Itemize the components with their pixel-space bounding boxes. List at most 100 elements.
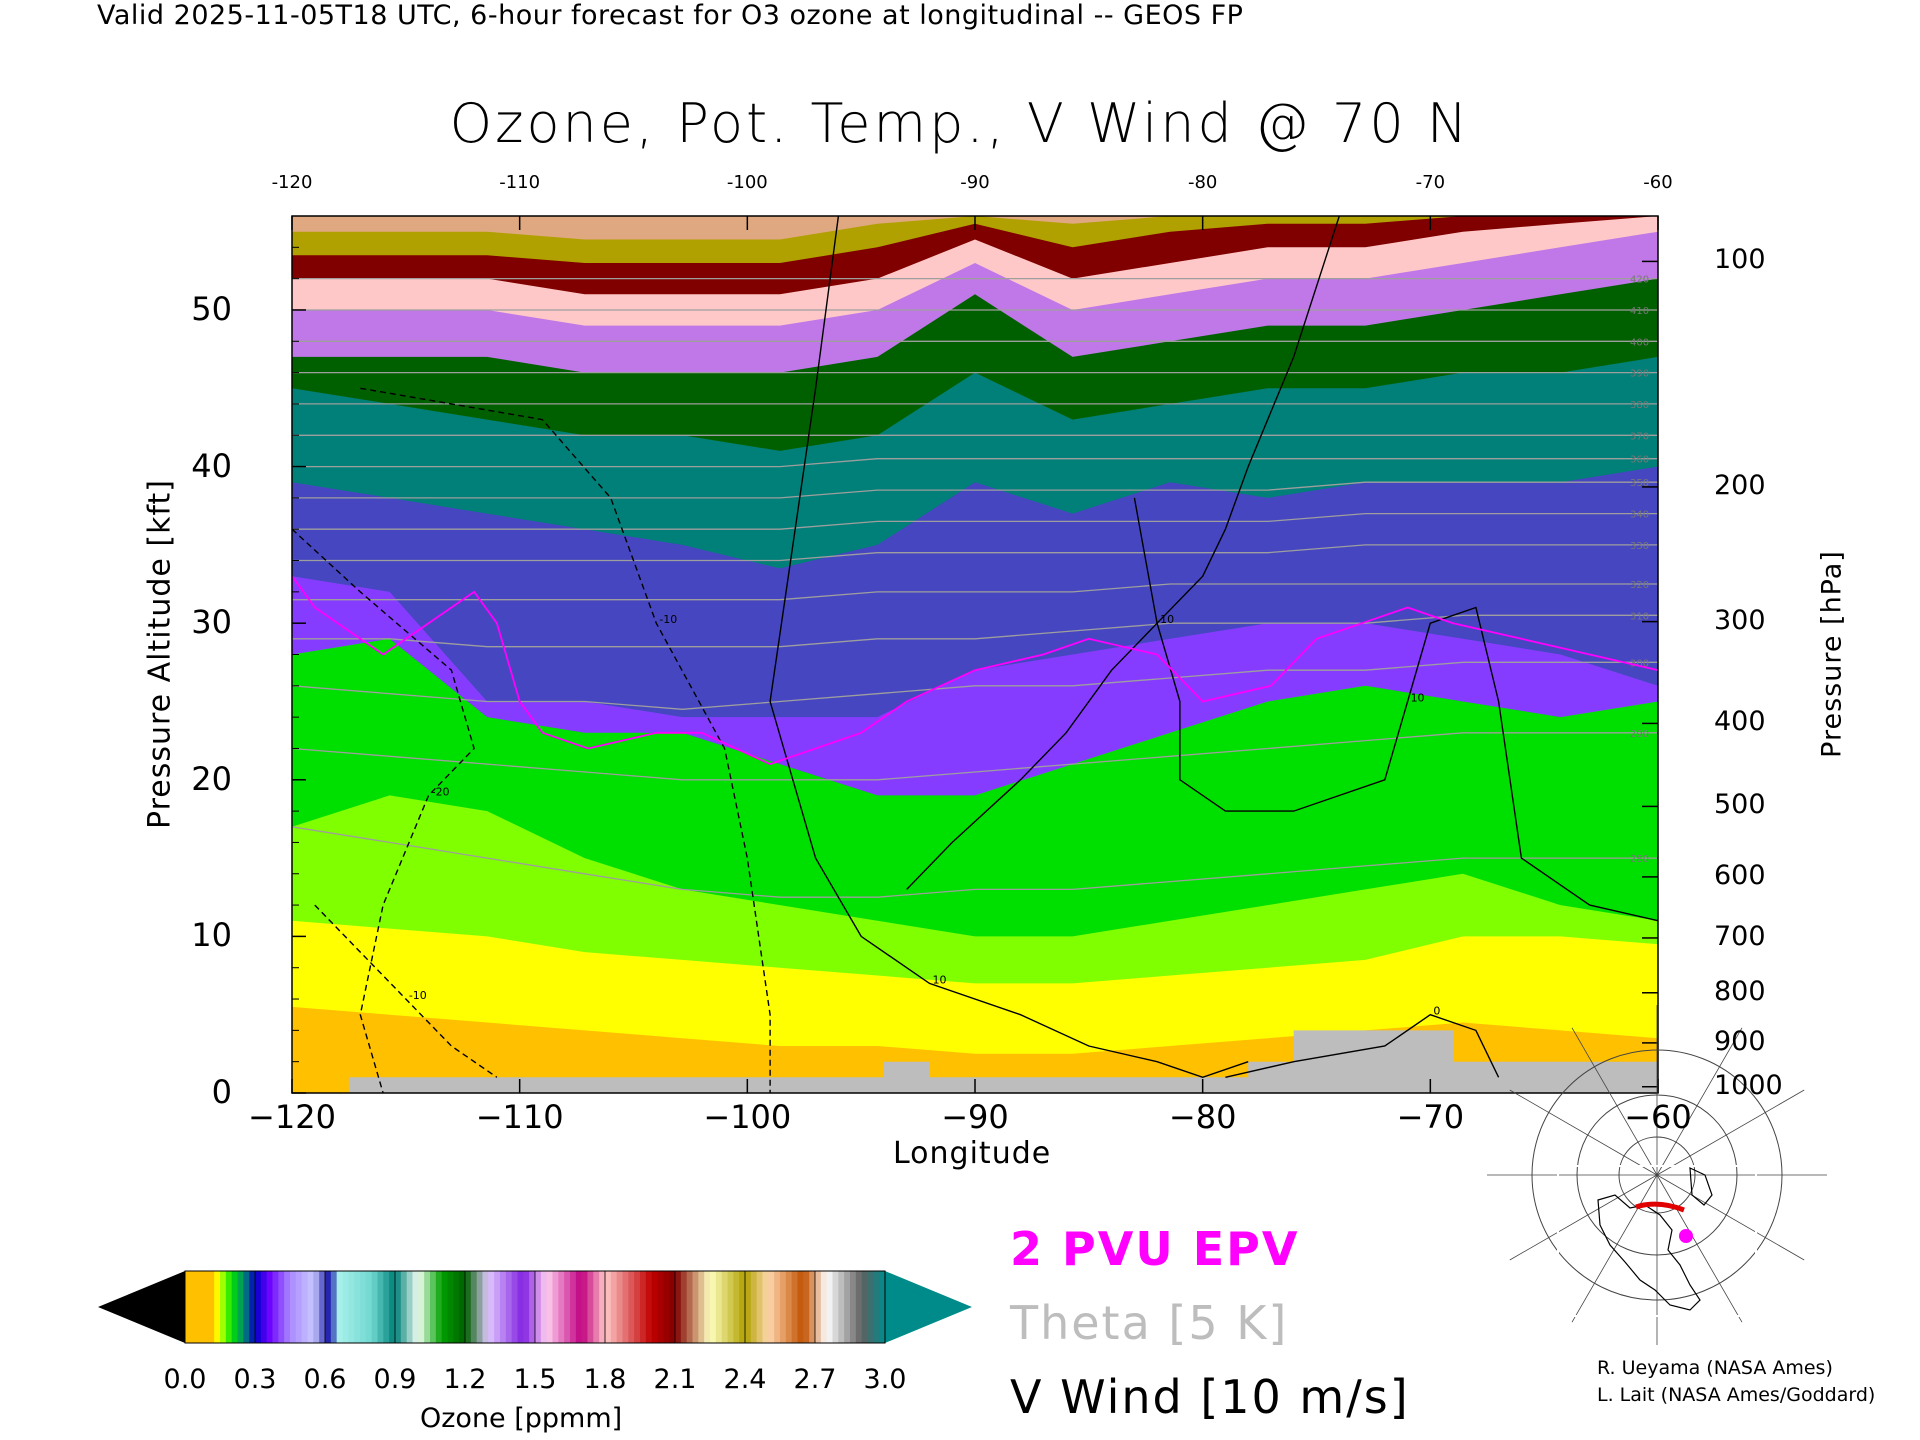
colorbar-segment	[342, 1271, 349, 1343]
theta-label: 340	[1630, 510, 1649, 521]
map-clip-edge	[1557, 1165, 1757, 1317]
legend-theta: Theta [5 K]	[1010, 1296, 1289, 1350]
colorbar-segment	[750, 1271, 758, 1343]
x-tick-label: −60	[1624, 1098, 1692, 1136]
colorbar-segment	[389, 1271, 396, 1343]
x-top-tick-label: -60	[1643, 172, 1673, 193]
x-top-tick-label: -110	[499, 172, 541, 193]
wind-contour-label: -20	[432, 785, 450, 798]
pressure-tick-label: 700	[1714, 920, 1766, 952]
map-meridian	[1656, 1089, 1805, 1176]
wind-contour	[906, 216, 1340, 890]
colorbar-segment	[663, 1271, 670, 1343]
colorbar-segment	[260, 1271, 268, 1343]
colorbar-segment	[354, 1271, 361, 1343]
colorbar-segment	[505, 1271, 513, 1343]
colorbar-segment	[791, 1271, 799, 1343]
colorbar-segment	[622, 1271, 629, 1343]
colorbar-segment	[295, 1271, 303, 1343]
epv-contours	[292, 575, 1658, 766]
wind-contour	[1133, 497, 1658, 922]
legend-wind: V Wind [10 m/s]	[1010, 1370, 1410, 1424]
colorbar-segment	[785, 1271, 793, 1343]
colorbar-segment	[715, 1271, 723, 1343]
colorbar-segment	[780, 1271, 787, 1343]
colorbar-segment	[645, 1271, 653, 1343]
colorbar-segment	[365, 1271, 373, 1343]
colorbar-segment	[348, 1271, 355, 1343]
colorbar-segment	[739, 1271, 746, 1343]
colorbar-segment	[430, 1271, 437, 1343]
map-meridian	[1656, 1174, 1805, 1261]
colorbar-segment	[692, 1271, 699, 1343]
colorbar-segment	[640, 1271, 647, 1343]
colorbar-segment	[873, 1271, 880, 1343]
theta-label: 370	[1630, 431, 1649, 442]
colorbar-min-arrow	[98, 1271, 185, 1343]
y-tick-label: 40	[191, 446, 232, 485]
colorbar-segment	[249, 1271, 256, 1343]
colorbar-segment	[546, 1271, 554, 1343]
colorbar-segment	[424, 1271, 431, 1343]
wind-contour	[360, 387, 771, 1093]
colorbar-segment	[803, 1271, 810, 1343]
colorbar-segment	[861, 1271, 869, 1343]
map-meridian	[1656, 1027, 1743, 1176]
x-tick-label: −120	[248, 1098, 336, 1136]
x-tick-label: −110	[475, 1098, 564, 1136]
colorbar-segment	[476, 1271, 484, 1343]
map-coastline	[1689, 1167, 1713, 1206]
map-meridian	[1509, 1089, 1658, 1176]
colorbar-label: Ozone [ppmm]	[420, 1403, 623, 1434]
theta-label: 330	[1630, 541, 1649, 552]
colorbar-segment	[820, 1271, 828, 1343]
colorbar-segment	[453, 1271, 460, 1343]
colorbar-segment	[400, 1271, 408, 1343]
wind-contour	[1225, 1013, 1500, 1078]
colorbar-segment	[325, 1271, 332, 1343]
x-tick-marks	[291, 216, 1659, 1093]
y-tick-label: 20	[191, 759, 232, 798]
colorbar-segment	[465, 1271, 472, 1343]
colorbar-tick-label: 1.2	[443, 1364, 487, 1395]
colorbar-segment	[435, 1271, 443, 1343]
x-top-tick-label: -120	[271, 172, 313, 193]
forecast-info: Valid 2025-11-05T18 UTC, 6-hour forecast…	[97, 0, 1244, 31]
ozone-fill-layers	[292, 216, 1658, 1093]
colorbar-segment	[657, 1271, 664, 1343]
colorbar-segment	[680, 1271, 688, 1343]
colorbar-segment	[284, 1271, 291, 1343]
map-location-marker	[1679, 1229, 1693, 1243]
map-meridian	[1571, 1174, 1658, 1323]
colorbar-segment	[243, 1271, 250, 1343]
x-top-tick-label: -80	[1187, 172, 1218, 193]
theta-line	[292, 481, 1658, 499]
colorbar-segment	[336, 1271, 344, 1343]
credit-line-2: L. Lait (NASA Ames/Goddard)	[1597, 1384, 1876, 1406]
colorbar-segment	[383, 1271, 390, 1343]
colorbar-segment	[610, 1271, 618, 1343]
colorbar-segment	[196, 1271, 204, 1343]
colorbar-segment	[855, 1271, 863, 1343]
chart-title: Ozone, Pot. Temp., V Wind @ 70 N	[449, 92, 1471, 155]
theta-line	[292, 458, 1658, 468]
colorbar-segment	[540, 1271, 548, 1343]
colorbar-segment	[826, 1271, 834, 1343]
theta-line	[292, 512, 1658, 530]
colorbar-segment	[319, 1271, 326, 1343]
terrain-fill	[292, 1030, 1658, 1093]
v-wind-contours: 10 10 10 0 -10 -20 -10	[292, 216, 1658, 1093]
colorbar-segment	[418, 1271, 425, 1343]
colorbar-segment	[377, 1271, 384, 1343]
colorbar-segment	[762, 1271, 769, 1343]
y-tick-label: 30	[191, 603, 232, 642]
colorbar-segment	[587, 1271, 594, 1343]
colorbar-segment	[558, 1271, 565, 1343]
x-top-tick-label: -100	[726, 172, 768, 193]
theta-line	[292, 544, 1658, 562]
colorbar-segment	[745, 1271, 752, 1343]
pressure-tick-label: 900	[1714, 1025, 1766, 1057]
colorbar-segment	[523, 1271, 530, 1343]
colorbar-segment	[797, 1271, 804, 1343]
